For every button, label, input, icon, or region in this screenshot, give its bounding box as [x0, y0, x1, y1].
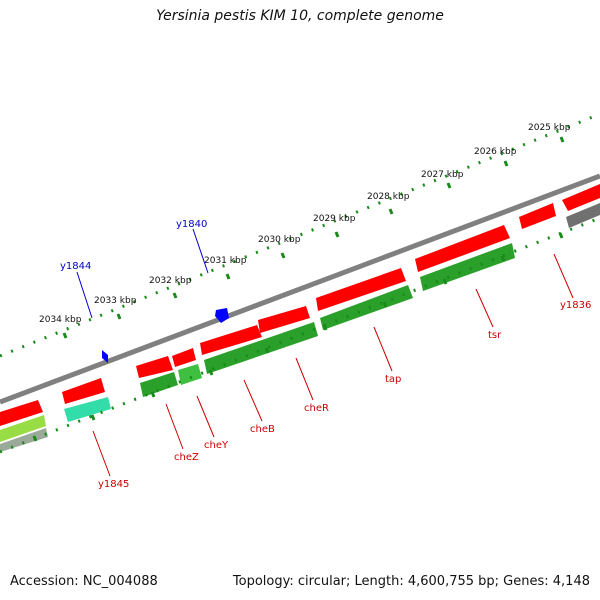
gene-label-y1844: y1844 — [60, 261, 91, 272]
inner-major-ticks — [32, 232, 564, 442]
gene-block-red — [0, 400, 43, 426]
blue-marker-y1840 — [215, 308, 229, 323]
reverse-strand-genes — [0, 203, 600, 452]
gene-block-lime — [0, 415, 46, 442]
accession-label: Accession: NC_004088 — [10, 574, 158, 589]
forward-strand-genes — [0, 184, 600, 426]
genome-summary: Topology: circular; Length: 4,600,755 bp… — [232, 574, 590, 589]
gene-block-cyan — [64, 397, 111, 422]
scale-label-2030: 2030 kbp — [258, 235, 301, 245]
scale-label-2029: 2029 kbp — [313, 214, 356, 224]
gene-block-green — [420, 243, 515, 291]
leader-lines-red — [92, 253, 574, 477]
gene-block-red — [62, 378, 105, 404]
gene-block-green — [204, 322, 318, 374]
gene-block-gray — [566, 203, 600, 228]
gene-label-tap: tap — [385, 374, 401, 385]
gene-label-cheZ: cheZ — [174, 452, 199, 463]
scale-label-2028: 2028 kbp — [367, 192, 410, 202]
gene-block-green — [178, 364, 202, 385]
scale-label-2033: 2033 kbp — [94, 296, 137, 306]
gene-block-red — [172, 348, 196, 367]
outer-major-ticks — [62, 136, 565, 339]
gene-label-y1836: y1836 — [560, 300, 591, 311]
scale-label-2026: 2026 kbp — [474, 147, 517, 157]
gene-label-cheR: cheR — [304, 403, 329, 414]
scale-label-2034: 2034 kbp — [39, 315, 82, 325]
scale-label-2032: 2032 kbp — [149, 276, 192, 286]
map-title: Yersinia pestis KIM 10, complete genome — [156, 8, 444, 24]
gene-block-red — [316, 268, 406, 311]
gene-label-y1840: y1840 — [176, 219, 207, 230]
scale-label-2025: 2025 kbp — [528, 123, 571, 133]
scale-label-2027: 2027 kbp — [421, 170, 464, 180]
gene-block-green — [140, 372, 178, 397]
gene-label-cheB: cheB — [250, 424, 275, 435]
gene-block-red — [415, 225, 510, 272]
genome-backbone — [0, 173, 600, 405]
gene-block-red — [562, 184, 600, 211]
scale-label-2031: 2031 kbp — [204, 256, 247, 266]
gene-label-tsr: tsr — [488, 330, 502, 341]
gene-label-cheY: cheY — [204, 440, 229, 451]
gene-block-red — [519, 203, 556, 229]
leader-lines-blue — [76, 228, 209, 319]
gene-label-y1845: y1845 — [98, 479, 129, 490]
gene-block-red — [200, 325, 262, 355]
gene-block-green — [320, 285, 413, 330]
blue-marker-y1844 — [102, 350, 108, 363]
gene-block-red — [136, 356, 173, 378]
gene-block-red — [258, 306, 310, 333]
